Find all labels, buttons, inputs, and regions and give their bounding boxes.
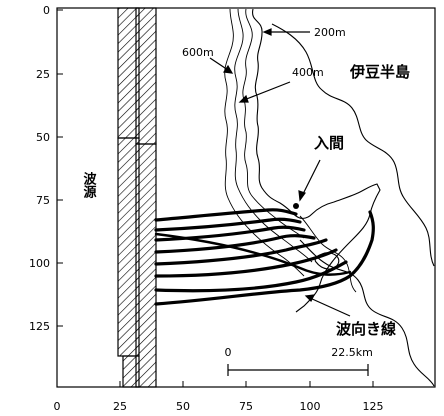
wave-rays (154, 208, 375, 306)
x-tick-label: 125 (363, 400, 384, 413)
wave-ray (154, 248, 338, 278)
coastline-east (271, 23, 435, 267)
label-200m: 200m (314, 26, 346, 39)
arrow-200m-head (262, 28, 272, 36)
contour-400m (234, 8, 313, 263)
wave-ray (154, 210, 375, 306)
arrow-wave-rays (309, 297, 351, 317)
arrow-iruma (301, 159, 321, 197)
label-iruma: 入間 (314, 134, 344, 152)
x-tick-label: 50 (176, 400, 190, 413)
x-axis-ticks (56, 381, 374, 387)
scale-bar: 0 22.5km (225, 346, 373, 376)
y-tick-label: 100 (29, 257, 50, 270)
arrow-600m-head (222, 64, 234, 74)
arrow-iruma-head (298, 190, 306, 202)
iruma-marker (293, 203, 299, 209)
x-tick-label: 100 (300, 400, 321, 413)
wave-ray (154, 217, 302, 232)
wave-ray (154, 260, 348, 293)
source-block-right-upper (135, 7, 157, 145)
scale-start-label: 0 (225, 346, 232, 359)
label-400m: 400m (292, 66, 324, 79)
x-tick-label: 75 (239, 400, 253, 413)
wave-ray (154, 232, 352, 276)
y-tick-label: 0 (43, 4, 50, 17)
y-tick-label: 50 (36, 131, 50, 144)
y-axis-ticks (57, 9, 63, 327)
label-600m: 600m (182, 46, 214, 59)
wave-ray (154, 208, 298, 222)
arrow-400m (243, 81, 291, 101)
label-izu-peninsula: 伊豆半島 (349, 63, 410, 81)
contour-200m (242, 8, 305, 239)
source-block-right-lower (135, 143, 157, 388)
arrow-600m (209, 57, 229, 71)
y-tick-label: 125 (29, 320, 50, 333)
wave-ray (154, 238, 328, 266)
annotation-arrows (209, 28, 351, 317)
y-tick-label: 75 (36, 194, 50, 207)
wave-source-blocks (117, 7, 157, 388)
arrow-wave-rays-head (304, 294, 316, 303)
arrow-400m-head (238, 94, 249, 103)
x-tick-label: 25 (113, 400, 127, 413)
label-wave-source: 波源 (81, 171, 97, 199)
wave-ray (154, 234, 316, 254)
y-tick-labels: 0 25 50 75 100 125 (29, 4, 50, 333)
x-tick-labels: 0 25 50 75 100 125 (54, 400, 384, 413)
label-wave-rays: 波向き線 (336, 320, 396, 338)
scale-end-label: 22.5km (331, 346, 373, 359)
coastline-south (299, 239, 435, 387)
x-tick-label: 0 (54, 400, 61, 413)
y-tick-label: 25 (36, 68, 50, 81)
